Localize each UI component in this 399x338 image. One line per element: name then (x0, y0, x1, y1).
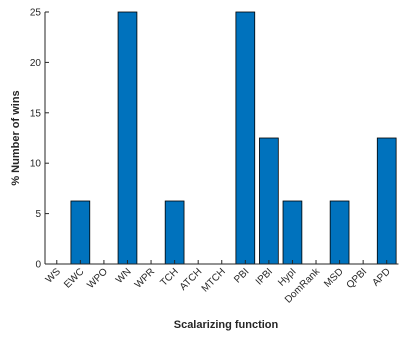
x-tick-label-wn: WN (114, 266, 134, 286)
bar-wn (117, 11, 138, 265)
x-tick-label-ewc: EWC (62, 266, 86, 290)
x-tick-label-atch: ATCH (178, 266, 205, 293)
x-tick-label-apd: APD (371, 266, 393, 288)
y-tick-label: 0 (35, 260, 41, 271)
x-axis-label: Scalarizing function (174, 319, 279, 331)
y-tick-label: 20 (30, 58, 42, 69)
bars-layer (70, 11, 397, 265)
y-tick-label: 10 (30, 159, 42, 170)
x-tick-label-wpr: WPR (133, 266, 157, 290)
bar-msd (329, 200, 350, 265)
y-tick-label: 5 (35, 209, 41, 220)
bar-apd (376, 137, 397, 265)
bar-ipbi (259, 137, 279, 265)
bar-pbi (235, 11, 256, 265)
bar-tch (164, 200, 185, 265)
axes-layer (44, 11, 399, 265)
bar-ewc (70, 200, 91, 265)
x-tick-label-qpbi: QPBI (345, 266, 370, 291)
bar-hypi (282, 200, 303, 265)
x-tick-label-pbi: PBI (232, 266, 251, 285)
x-tick-label-msd: MSD (322, 266, 346, 290)
y-tick-label: 25 (30, 8, 42, 19)
x-tick-label-mtch: MTCH (200, 266, 228, 294)
x-tick-label-ws: WS (44, 266, 63, 285)
y-axis-label: % Number of wins (10, 90, 22, 185)
y-tick-label: 15 (30, 108, 42, 119)
x-tick-label-ipbi: IPBI (254, 266, 275, 287)
x-tick-label-wpo: WPO (85, 266, 110, 291)
